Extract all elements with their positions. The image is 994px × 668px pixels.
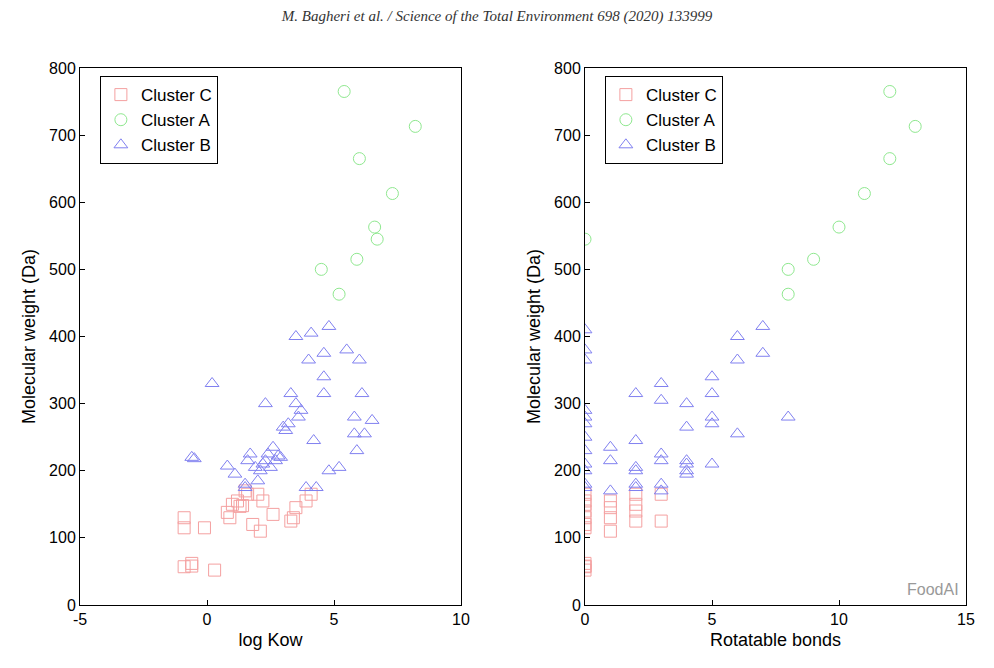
svg-text:Cluster A: Cluster A	[646, 111, 716, 130]
svg-text:300: 300	[49, 395, 76, 412]
svg-text:Cluster C: Cluster C	[646, 86, 717, 105]
svg-text:10: 10	[452, 611, 470, 628]
svg-text:10: 10	[830, 611, 848, 628]
svg-text:log Kow: log Kow	[238, 630, 303, 650]
svg-text:Molecular weight (Da): Molecular weight (Da)	[19, 249, 39, 424]
svg-text:500: 500	[49, 261, 76, 278]
svg-text:Cluster A: Cluster A	[141, 111, 211, 130]
svg-text:0: 0	[572, 597, 581, 614]
svg-text:800: 800	[554, 60, 581, 77]
svg-text:Cluster B: Cluster B	[646, 136, 716, 155]
svg-text:5: 5	[330, 611, 339, 628]
svg-text:300: 300	[554, 395, 581, 412]
svg-text:100: 100	[49, 529, 76, 546]
svg-text:500: 500	[554, 261, 581, 278]
svg-text:100: 100	[554, 529, 581, 546]
svg-text:400: 400	[554, 328, 581, 345]
svg-text:700: 700	[49, 127, 76, 144]
svg-text:0: 0	[67, 597, 76, 614]
svg-text:15: 15	[957, 611, 975, 628]
svg-text:400: 400	[49, 328, 76, 345]
svg-text:600: 600	[554, 194, 581, 211]
svg-text:700: 700	[554, 127, 581, 144]
svg-text:0: 0	[203, 611, 212, 628]
svg-text:FoodAI: FoodAI	[907, 581, 959, 598]
svg-text:-5: -5	[73, 611, 87, 628]
svg-text:Cluster C: Cluster C	[141, 86, 212, 105]
svg-text:800: 800	[49, 60, 76, 77]
svg-text:600: 600	[49, 194, 76, 211]
svg-text:Cluster B: Cluster B	[141, 136, 211, 155]
svg-text:Molecular weight (Da): Molecular weight (Da)	[524, 249, 544, 424]
svg-text:Rotatable bonds: Rotatable bonds	[710, 630, 841, 650]
svg-text:5: 5	[708, 611, 717, 628]
svg-text:200: 200	[49, 462, 76, 479]
svg-text:0: 0	[581, 611, 590, 628]
svg-text:200: 200	[554, 462, 581, 479]
svg-text:M. Bagheri et al. / Science of: M. Bagheri et al. / Science of the Total…	[281, 8, 713, 25]
